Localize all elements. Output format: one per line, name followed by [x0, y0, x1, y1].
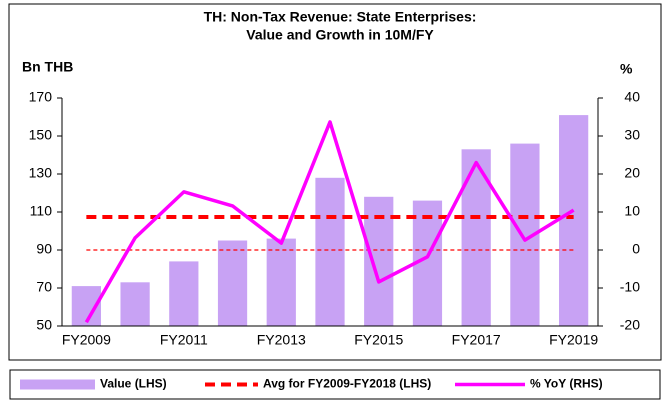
y2-tick-label: 20 — [624, 165, 640, 181]
y-axis-label: Bn THB — [22, 59, 73, 75]
bar — [266, 238, 296, 326]
x-tick-label: FY2011 — [160, 332, 208, 348]
x-tick-label: FY2019 — [549, 332, 598, 348]
bar — [315, 177, 345, 326]
y-tick-label: 50 — [36, 317, 52, 333]
y-tick-label: 130 — [29, 165, 53, 181]
legend-swatch — [20, 379, 95, 390]
y2-tick-label: 30 — [624, 127, 640, 143]
legend-label: Avg for FY2009-FY2018 (LHS) — [263, 377, 431, 391]
line-series — [84, 120, 575, 324]
y-tick-label: 70 — [36, 279, 52, 295]
chart-border — [8, 3, 662, 361]
y2-tick-label: 40 — [624, 89, 640, 105]
y2-tick-label: -20 — [620, 317, 640, 333]
y-tick-label: 150 — [29, 127, 53, 143]
legend-label: % YoY (RHS) — [530, 377, 603, 391]
legend-label: Value (LHS) — [100, 377, 167, 391]
legend-box — [9, 369, 661, 400]
y-tick-label: 170 — [29, 89, 53, 105]
bar — [120, 282, 150, 326]
chart-title: TH: Non-Tax Revenue: State Enterprises: — [204, 9, 477, 25]
x-tick-label: FY2015 — [354, 332, 403, 348]
bar — [217, 240, 248, 326]
x-tick-label: FY2009 — [62, 332, 111, 348]
y2-axis-label: % — [620, 61, 633, 77]
bar — [559, 115, 589, 326]
y2-tick-label: 0 — [632, 241, 640, 257]
chart-title: Value and Growth in 10M/FY — [246, 27, 434, 43]
x-tick-label: FY2013 — [257, 332, 306, 348]
y-tick-label: 110 — [30, 203, 53, 219]
y2-tick-label: -10 — [620, 279, 640, 295]
x-tick-label: FY2017 — [452, 332, 501, 348]
bar — [169, 261, 199, 326]
y2-tick-label: 10 — [624, 203, 640, 219]
y-tick-label: 90 — [36, 241, 52, 257]
